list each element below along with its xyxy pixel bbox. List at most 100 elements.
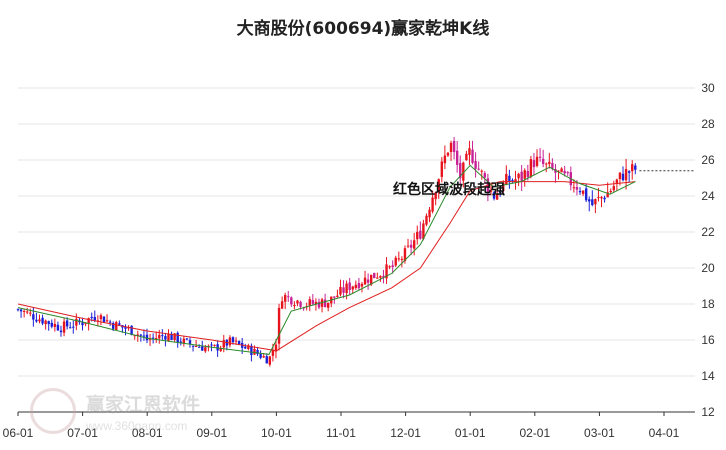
x-tick-label: 02-01: [519, 426, 550, 440]
candle-body: [600, 197, 603, 199]
y-tick-label: 12: [701, 405, 715, 419]
candle-body: [471, 149, 474, 163]
candle-body: [26, 311, 29, 313]
candle-body: [59, 330, 63, 333]
candle-body: [489, 190, 493, 192]
candle-body: [363, 277, 367, 285]
x-tick-label: 08-01: [132, 426, 163, 440]
candle-body: [16, 309, 20, 311]
candle-body: [84, 323, 87, 325]
candle-body: [155, 338, 158, 340]
candle-body: [631, 164, 634, 172]
candle-body: [115, 322, 118, 331]
candle-body: [339, 286, 342, 295]
watermark-url: www.360gann.com: [86, 419, 188, 433]
candle-body: [216, 344, 219, 351]
candle-body: [259, 354, 262, 358]
candle-body: [161, 335, 164, 337]
candle-body: [449, 142, 453, 152]
candle-body: [19, 309, 23, 312]
candle-body: [250, 345, 253, 356]
watermark-name: 赢家江恩软件: [86, 394, 201, 416]
candle-body: [290, 297, 293, 305]
candle-body: [425, 215, 428, 225]
candle-body: [136, 334, 139, 336]
candle-body: [108, 321, 112, 323]
x-tick-label: 03-01: [584, 426, 615, 440]
candle-body: [56, 324, 60, 331]
candle-body: [231, 337, 235, 343]
candle-body: [397, 258, 401, 260]
candle-body: [440, 161, 444, 177]
candle-body: [532, 160, 536, 168]
candle-body: [443, 155, 447, 164]
candle-body: [514, 179, 517, 182]
candle-body: [455, 150, 459, 165]
candle-body: [492, 192, 496, 199]
candle-body: [222, 340, 225, 348]
grid-lines: [18, 87, 695, 413]
candle-body: [400, 258, 404, 260]
candle-body: [317, 301, 321, 308]
candle-body: [385, 264, 388, 279]
candle-body: [391, 265, 394, 268]
candle-body: [603, 197, 606, 200]
candle-body: [560, 168, 563, 173]
candle-body: [314, 301, 318, 305]
candlesticks: [16, 137, 637, 367]
candle-body: [176, 332, 179, 343]
candle-body: [277, 307, 281, 344]
candle-body: [204, 347, 207, 352]
candle-body: [437, 179, 440, 193]
candle-body: [158, 334, 161, 339]
candle-body: [274, 344, 278, 352]
candle-body: [69, 327, 72, 329]
candle-body: [474, 161, 477, 169]
candle-body: [348, 282, 351, 290]
y-tick-label: 28: [701, 117, 715, 131]
x-tick-label: 01-01: [455, 426, 486, 440]
candle-body: [416, 231, 419, 240]
candle-body: [360, 283, 364, 287]
candle-body: [311, 299, 315, 304]
candle-body: [588, 199, 591, 202]
candle-body: [87, 318, 90, 324]
annotations: 红色区域波段起强: [393, 181, 505, 197]
candle-body: [627, 171, 631, 173]
candle-body: [462, 162, 465, 181]
candle-body: [32, 314, 35, 320]
candle-body: [185, 338, 189, 340]
candle-body: [591, 199, 594, 206]
candle-body: [167, 333, 170, 341]
candle-body: [351, 286, 354, 290]
y-tick-label: 22: [701, 225, 715, 239]
candle-body: [538, 156, 542, 158]
x-tick-label: 10-01: [261, 426, 292, 440]
candle-body: [581, 190, 585, 194]
candle-body: [105, 320, 109, 322]
candle-body: [320, 299, 324, 307]
candle-body: [148, 339, 152, 341]
candle-body: [93, 317, 96, 321]
candle-body: [210, 344, 213, 346]
candle-body: [459, 163, 462, 179]
candle-body: [382, 275, 385, 278]
candle-body: [575, 187, 579, 190]
ma-short-line: [17, 164, 636, 355]
candle-body: [308, 299, 311, 306]
annotation-label: 红色区域波段起强: [393, 181, 505, 197]
candle-body: [271, 350, 275, 356]
chart-title: 大商股份(600694)赢家乾坤K线: [236, 19, 490, 39]
candle-body: [139, 334, 143, 336]
candle-body: [62, 321, 66, 333]
candle-body: [323, 299, 327, 308]
candle-body: [495, 193, 499, 200]
candle-body: [428, 209, 431, 218]
candle-body: [511, 180, 514, 182]
candle-body: [594, 199, 597, 205]
watermark-logo-icon: [30, 388, 76, 434]
candle-body: [526, 171, 530, 177]
candle-body: [265, 356, 268, 364]
x-tick-label: 11-01: [326, 426, 356, 440]
